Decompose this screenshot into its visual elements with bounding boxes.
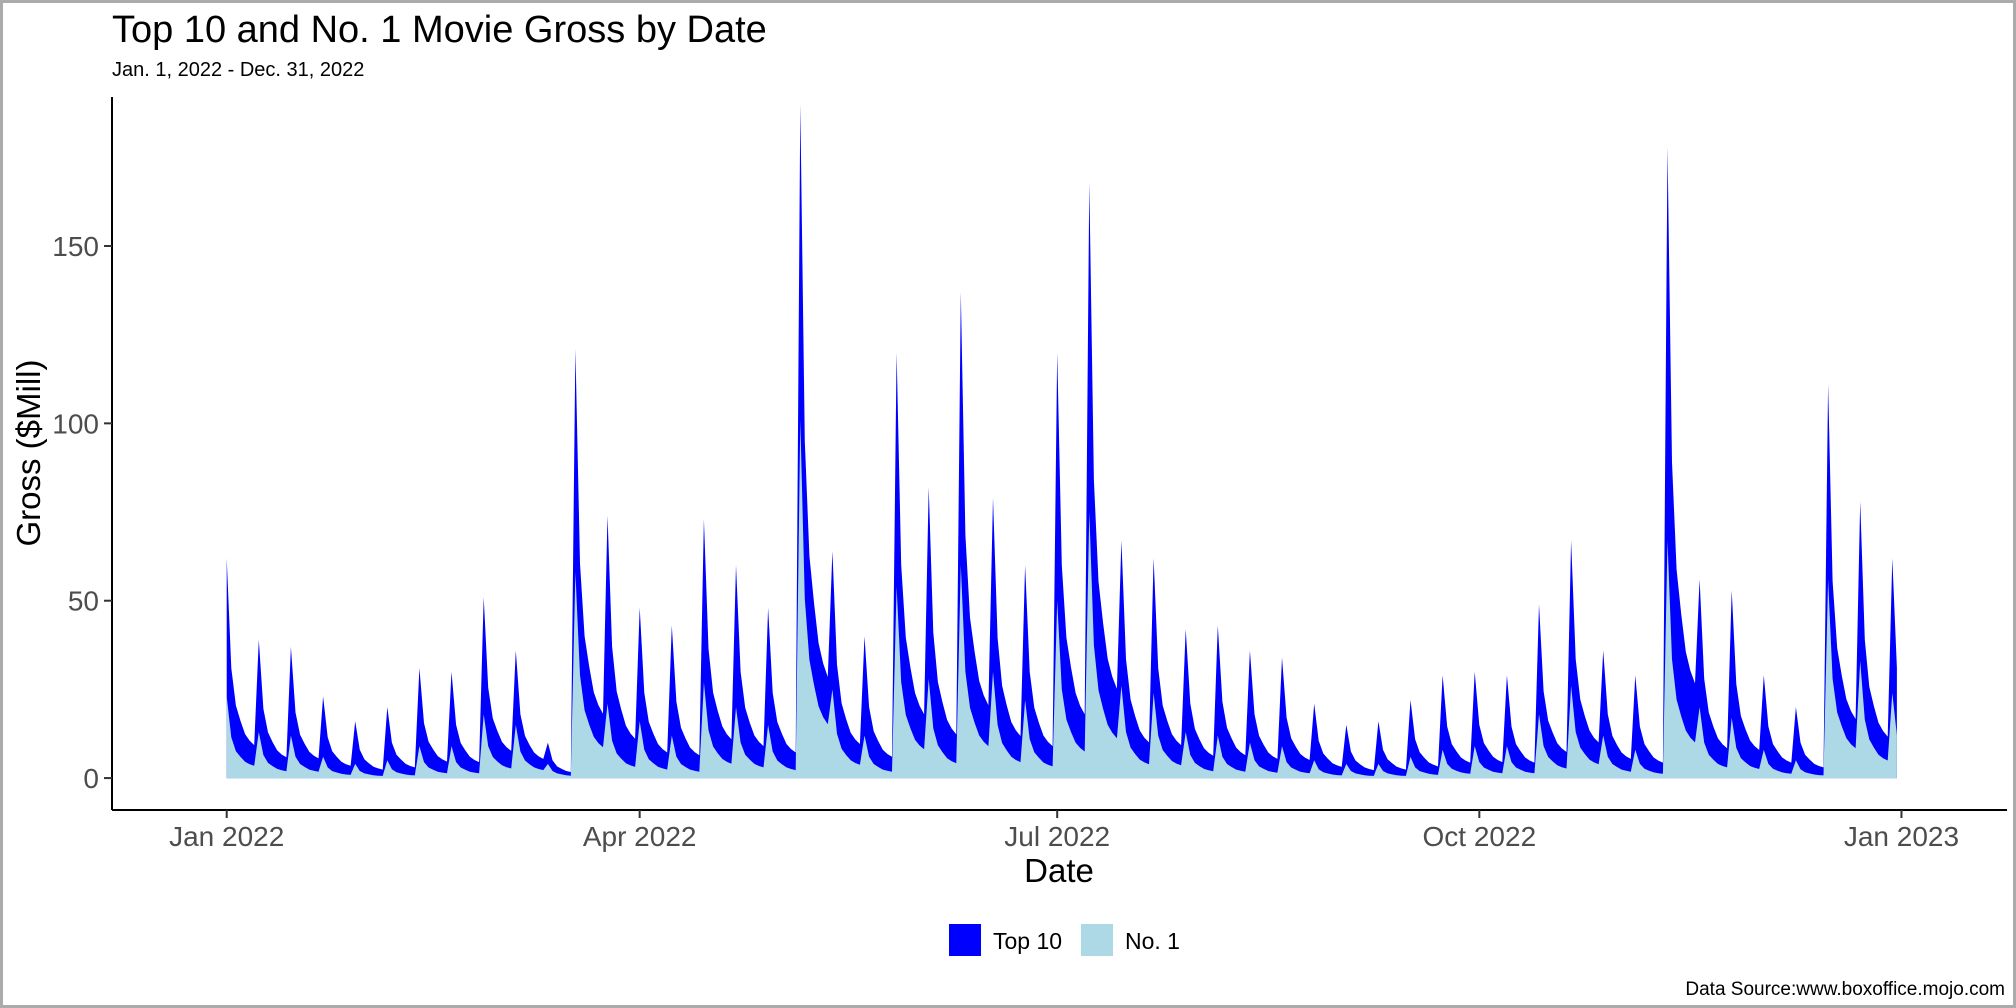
y-axis-ticks: 0 50 100 150 (52, 231, 112, 794)
y-tick-label: 50 (68, 586, 99, 617)
legend-swatch-top10 (949, 924, 981, 956)
area-chart: Top 10 and No. 1 Movie Gross by Date Jan… (10, 9, 2007, 1000)
legend-swatch-no1 (1081, 924, 1113, 956)
x-axis-ticks: Jan 2022 Apr 2022 Jul 2022 Oct 2022 Jan 2023 (169, 810, 1959, 852)
chart-title: Top 10 and No. 1 Movie Gross by Date (112, 9, 767, 51)
chart-subtitle: Jan. 1, 2022 - Dec. 31, 2022 (112, 59, 364, 81)
plot-area (226, 104, 1897, 779)
x-tick-label: Apr 2022 (583, 821, 697, 852)
series-top10-area (226, 104, 1897, 779)
series-no1-area (226, 419, 1897, 779)
data-source-caption: Data Source:www.boxoffice.mojo.com (1685, 979, 2005, 1000)
x-tick-label: Jan 2022 (169, 821, 284, 852)
legend-label-top10: Top 10 (993, 928, 1062, 954)
legend-label-no1: No. 1 (1125, 928, 1180, 954)
x-tick-label: Jan 2023 (1844, 821, 1959, 852)
x-tick-label: Oct 2022 (1423, 821, 1537, 852)
legend: Top 10 No. 1 (949, 924, 1180, 956)
x-axis-title: Date (1024, 852, 1094, 889)
x-tick-label: Jul 2022 (1004, 821, 1110, 852)
y-axis-title: Gross ($Mill) (10, 360, 47, 547)
y-tick-label: 150 (52, 231, 99, 262)
y-tick-label: 100 (52, 408, 99, 439)
y-tick-label: 0 (83, 763, 99, 794)
